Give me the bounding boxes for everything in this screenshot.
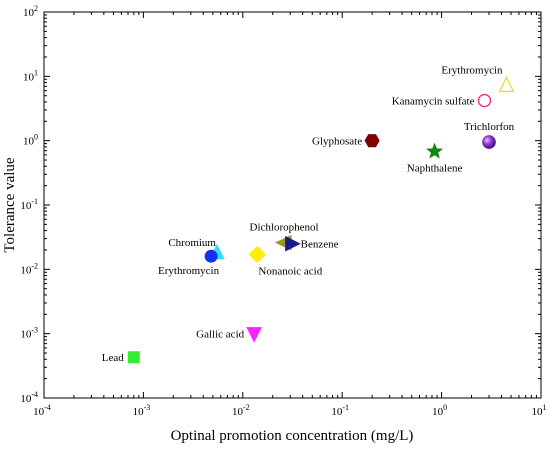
point-naphthalene xyxy=(426,142,444,159)
label-glyphosate: Glyphosate xyxy=(312,136,362,148)
label-erythromycin: Erythromycin xyxy=(441,65,503,77)
point-nonanoic-acid xyxy=(248,245,267,264)
label-benzene: Benzene xyxy=(301,239,339,251)
point-labels: Lead Gallic acid Chromium Erythromycin Nonan… xyxy=(102,65,515,365)
label-kanamycin-sulfate: Kanamycin sulfate xyxy=(392,96,475,108)
point-gallic-acid xyxy=(246,327,262,343)
point-benzene xyxy=(285,235,301,252)
x-tick-label: 10-2 xyxy=(232,403,250,418)
x-tick-label: 100 xyxy=(432,403,447,418)
y-axis-label: Tolerance value xyxy=(2,157,18,252)
y-tick-label: 10-1 xyxy=(20,197,38,212)
label-gallic-acid: Gallic acid xyxy=(196,329,244,341)
y-tick-label: 102 xyxy=(23,4,38,19)
label-trichlorfon: Trichlorfon xyxy=(464,121,515,133)
label-lead: Lead xyxy=(102,352,124,364)
y-tick-label: 100 xyxy=(23,133,38,148)
label-erythromycin: Erythromycin xyxy=(158,265,220,277)
label-chromium: Chromium xyxy=(168,237,216,249)
point-trichlorfon xyxy=(482,135,496,149)
x-tick-label: 10-4 xyxy=(33,403,51,418)
label-nonanoic-acid: Nonanoic acid xyxy=(258,266,322,278)
data-points xyxy=(127,76,515,364)
y-tick-label: 10-4 xyxy=(20,390,38,405)
y-tick-label: 101 xyxy=(23,68,38,83)
axis-ticks xyxy=(43,11,542,399)
x-tick-label: 10-1 xyxy=(331,403,349,418)
label-naphthalene: Naphthalene xyxy=(407,162,463,174)
point-kanamycin-sulfate xyxy=(477,93,492,108)
point-erythromycin xyxy=(498,76,515,93)
point-erythromycin xyxy=(204,249,218,263)
y-tick-labels: 10-4 10-3 10-2 10-1 100 101 102 xyxy=(20,4,38,405)
y-tick-label: 10-3 xyxy=(20,326,38,341)
x-tick-labels: 10-4 10-3 10-2 10-1 100 101 xyxy=(33,403,546,418)
y-tick-label: 10-2 xyxy=(20,261,38,276)
label-dichlorophenol: Dichlorophenol xyxy=(250,222,319,234)
point-glyphosate xyxy=(364,134,380,148)
x-tick-label: 10-3 xyxy=(133,403,151,418)
x-tick-label: 101 xyxy=(532,403,547,418)
point-lead xyxy=(127,351,140,364)
x-axis-label: Optinal promotion concentration (mg/L) xyxy=(171,428,414,444)
